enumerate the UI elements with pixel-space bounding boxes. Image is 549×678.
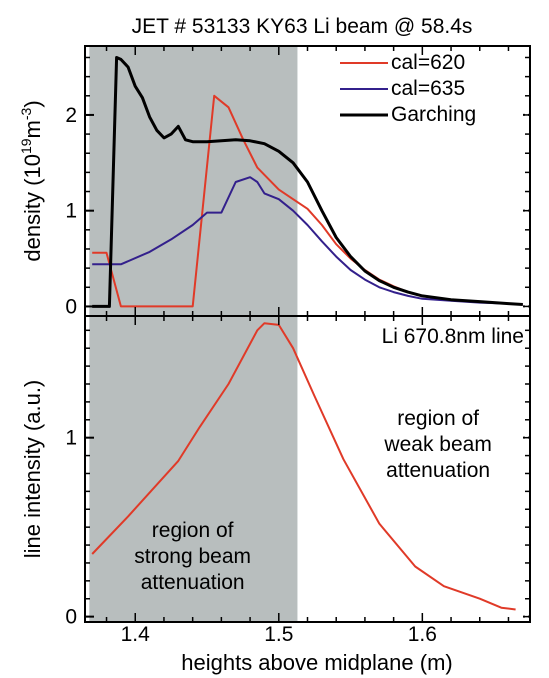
density-ytick-label: 2: [65, 104, 77, 127]
legend-label-cal-635: cal=635: [391, 77, 465, 100]
density-axis-title: density (1019m-3): [18, 100, 45, 261]
xtick-label: 1.4: [121, 623, 151, 646]
density-series-cal-635: [92, 176, 523, 306]
intensity-series-line-0: [91, 322, 516, 611]
legend-label-cal-620: cal=620: [391, 51, 465, 74]
legend-label-garching: Garching: [391, 103, 476, 126]
density-series-garching: [92, 56, 523, 308]
xtick-label: 1.5: [264, 623, 293, 646]
annotation-line: region of: [152, 519, 234, 542]
annotation-line: attenuation: [386, 459, 490, 482]
legend: cal=620 cal=635 Garching: [340, 51, 476, 126]
annotation-line: region of: [397, 407, 479, 430]
intensity-series-group: [91, 322, 516, 611]
annotation-line: weak beam: [383, 433, 491, 456]
density-series-group: [92, 56, 523, 308]
density-axis-title-unit: m: [20, 120, 45, 138]
density-ytick-label: 1: [65, 200, 77, 223]
region-annotations: region of strong beam attenuation region of…: [134, 407, 492, 594]
annotation-line: attenuation: [141, 571, 245, 594]
intensity-plot-frame: [84, 315, 531, 623]
density-axis-title-exponent: 19: [18, 138, 34, 154]
chart-title: JET # 53133 KY63 Li beam @ 58.4s: [132, 15, 473, 38]
annotation-line: strong beam: [134, 545, 251, 568]
strong-attenuation-shade: [89, 46, 298, 316]
density-panel: 0 1 2 density (1019m-3) cal=620 cal=635 Garc…: [18, 45, 531, 318]
intensity-ytick-label: 0: [65, 606, 77, 629]
intensity-ytick-label: 1: [65, 427, 77, 450]
x-axis-title: heights above midplane (m): [181, 650, 452, 675]
density-axis-title-unit-exponent: -3: [18, 107, 34, 120]
intensity-panel: 0 1 line intensity (a.u.) Li 670.8nm line…: [20, 315, 531, 629]
density-axis-title-prefix: density (10: [20, 154, 45, 262]
intensity-axis-title: line intensity (a.u.): [20, 380, 45, 559]
density-ytick-label: 0: [65, 295, 77, 318]
density-axis-title-close: ): [20, 100, 45, 107]
x-axis-ticks: 1.4 1.5 1.6: [121, 623, 437, 646]
strong-attenuation-shade-lower: [89, 316, 298, 622]
li-line-label: Li 670.8nm line: [382, 325, 524, 348]
xtick-label: 1.6: [408, 623, 437, 646]
